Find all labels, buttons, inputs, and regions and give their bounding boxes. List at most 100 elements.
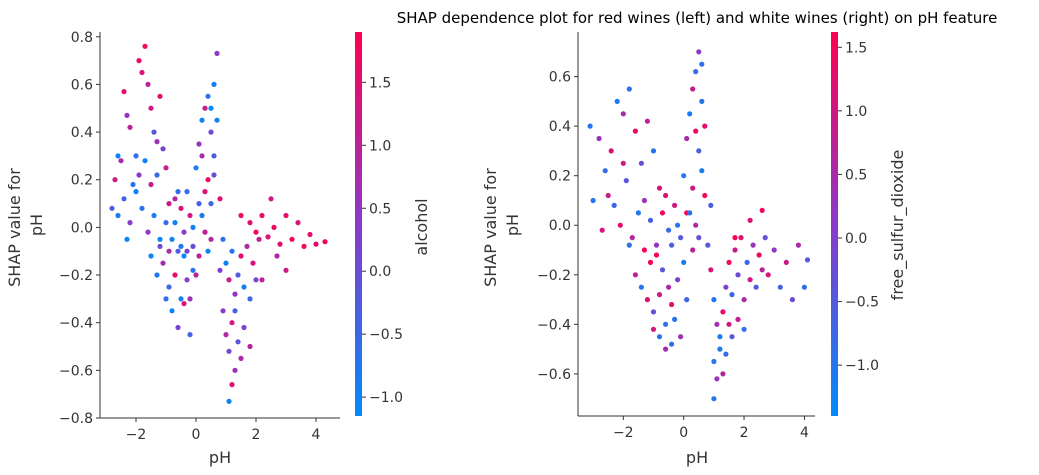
left-point-55 [196,141,202,147]
left-colorbar-ticks: −1.0 −0.5 0.0 0.5 1.0 1.5 [362,75,403,406]
right-point-11 [656,185,663,191]
right-point-39 [684,297,690,303]
right-point-90 [789,297,796,303]
left-point-94 [232,367,238,373]
left-point-101 [232,308,238,314]
left-point-15 [157,93,163,99]
left-point-100 [247,343,253,350]
right-colorbar-tick-label-5: 1.5 [845,40,867,56]
right-point-54 [699,98,705,104]
left-colorbar-tick-label-5: 1.5 [369,75,391,91]
right-point-5 [620,111,626,117]
left-colorbar-tick-label-1: −0.5 [369,327,403,343]
right-point-103 [741,326,747,332]
right-point-79 [744,259,750,265]
left-point-92 [226,348,232,354]
left-colorbar-tick-label-2: 0.0 [369,264,391,280]
left-point-103 [247,220,253,226]
left-point-53 [187,296,193,302]
figure-title: SHAP dependence plot for red wines (left… [397,9,998,27]
left-point-99 [241,324,247,331]
right-point-99 [711,396,717,402]
right-point-19 [647,217,654,223]
right-y-tick-label-6: 0.6 [549,70,571,86]
right-point-59 [693,222,699,228]
right-point-65 [693,128,699,134]
left-point-56 [199,117,205,123]
left-point-40 [172,272,178,278]
left-point-2 [115,153,121,159]
left-point-5 [124,112,130,118]
left-point-120 [172,220,178,226]
right-point-106 [759,207,765,213]
right-point-89 [783,259,789,265]
left-point-17 [163,165,169,171]
left-y-tick-label-1: −0.6 [59,363,93,379]
left-point-123 [190,224,196,230]
right-point-97 [720,371,726,377]
left-y-label-line2: pH [27,214,46,236]
left-x-tick-label-0: −2 [126,427,147,443]
left-point-28 [169,236,175,242]
left-point-84 [241,284,247,290]
left-point-102 [238,212,244,219]
right-point-47 [620,160,626,166]
right-point-38 [678,334,684,340]
left-point-67 [208,236,214,242]
left-point-7 [133,153,139,159]
left-point-16 [160,146,166,152]
right-point-82 [753,284,759,290]
left-point-62 [211,81,217,87]
right-point-69 [714,321,720,327]
left-point-129 [148,181,154,188]
left-point-88 [253,277,259,283]
right-point-56 [696,148,702,154]
right-colorbar-tick-label-2: 0.0 [845,231,867,247]
right-y-axis-label: SHAP value for pH [481,163,522,287]
left-point-10 [142,43,148,49]
left-point-49 [163,296,169,302]
right-x-tick-label-1: 0 [679,425,688,441]
right-point-92 [801,284,808,290]
left-point-66 [199,212,205,219]
left-x-tick-label-3: 4 [312,427,321,443]
right-point-102 [735,316,741,322]
left-point-57 [202,105,208,111]
right-point-81 [750,242,756,248]
right-point-109 [663,346,669,352]
right-point-18 [641,247,648,253]
left-point-29 [172,196,178,202]
right-x-tick-label-2: 2 [740,425,749,441]
right-point-67 [708,267,714,273]
right-y-tick-label-3: 0.0 [549,218,571,234]
right-point-24 [678,235,684,241]
left-point-52 [181,253,187,259]
left-point-1 [112,177,118,183]
right-point-107 [708,202,714,208]
left-point-83 [238,253,244,259]
left-point-34 [187,212,193,219]
left-point-50 [157,236,163,242]
right-point-31 [669,301,675,308]
right-point-36 [666,284,672,290]
right-point-104 [732,235,738,241]
right-point-105 [747,217,753,223]
right-point-46 [626,242,632,248]
left-y-ticks: −0.8 −0.6 −0.4 −0.2 0.0 0.2 0.4 0.6 0.8 [59,30,100,427]
left-point-27 [166,201,172,207]
left-point-86 [247,296,253,302]
right-point-76 [735,272,741,278]
right-point-10 [650,148,657,154]
left-x-ticks: −2 0 2 4 [126,418,321,443]
left-point-111 [295,220,301,226]
left-point-89 [256,236,262,242]
left-colorbar-tick-label-4: 1.0 [369,138,391,154]
right-point-45 [641,197,648,204]
right-point-61 [702,192,708,199]
right-point-17 [635,210,642,216]
left-point-41 [178,296,184,302]
right-colorbar-tick-label-1: −0.5 [845,295,879,311]
right-point-35 [659,267,666,273]
right-y-ticks: −0.6 −0.4 −0.2 0.0 0.2 0.4 0.6 [537,70,578,383]
left-point-98 [226,398,232,404]
